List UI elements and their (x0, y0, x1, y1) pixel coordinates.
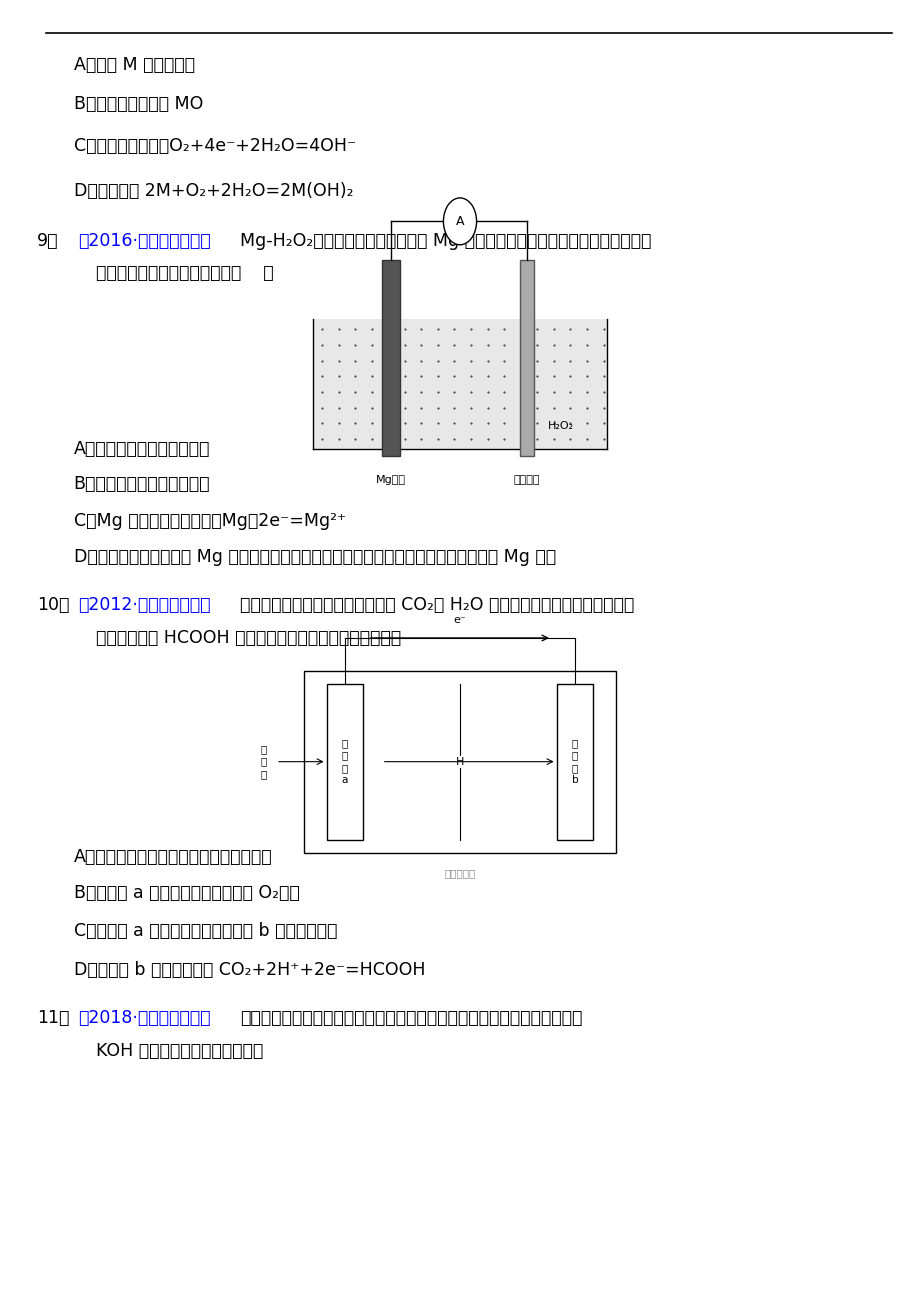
Text: KOH 浓溶液。下列说法错误的是: KOH 浓溶液。下列说法错误的是 (74, 1042, 263, 1060)
Text: 图如图。下列说法不正确的是（    ）: 图如图。下列说法不正确的是（ ） (74, 264, 273, 283)
Text: Mg-H₂O₂电池是一种化学电源，以 Mg 和石墨为电极，海水为电解质溶液，示意: Mg-H₂O₂电池是一种化学电源，以 Mg 和石墨为电极，海水为电解质溶液，示意 (239, 232, 651, 250)
Text: 催
化
剂
b: 催 化 剂 b (571, 738, 578, 785)
Text: 石墨电极: 石墨电极 (513, 475, 539, 486)
Bar (326, 684, 363, 840)
Bar (312, 319, 607, 449)
Circle shape (443, 198, 476, 245)
Text: 太
阳
光: 太 阳 光 (260, 745, 267, 779)
Text: （2016·浙江高考真题）: （2016·浙江高考真题） (78, 232, 210, 250)
Text: （2012·北京高考真题）: （2012·北京高考真题） (78, 596, 210, 615)
Text: A．该过程是将太阳能转化为化学能的过程: A．该过程是将太阳能转化为化学能的过程 (74, 848, 272, 866)
Text: H: H (455, 756, 464, 767)
Text: B．石墨电极上发生还原反应: B．石墨电极上发生还原反应 (74, 475, 210, 493)
Text: D．电池反应 2M+O₂+2H₂O=2M(OH)₂: D．电池反应 2M+O₂+2H₂O=2M(OH)₂ (74, 182, 353, 201)
Text: C．催化剂 a 附近酸性减弱，催化剂 b 附近酸性增强: C．催化剂 a 附近酸性减弱，催化剂 b 附近酸性增强 (74, 922, 336, 940)
Text: D．催化剂 b 表面的反应是 CO₂+2H⁺+2e⁻=HCOOH: D．催化剂 b 表面的反应是 CO₂+2H⁺+2e⁻=HCOOH (74, 961, 425, 979)
Text: A．石墨电极是该电池的正极: A．石墨电极是该电池的正极 (74, 440, 210, 458)
Text: Mg电极: Mg电极 (376, 475, 405, 486)
Text: A．金属 M 作电池负极: A．金属 M 作电池负极 (74, 56, 195, 74)
Text: （2018·海南高考真题）: （2018·海南高考真题） (78, 1009, 210, 1027)
Text: e⁻: e⁻ (453, 615, 466, 625)
Text: H₂O₂: H₂O₂ (547, 421, 573, 431)
Text: 质子交换膜: 质子交换膜 (444, 868, 475, 879)
Text: 11．: 11． (37, 1009, 69, 1027)
Text: 催
化
剂
a: 催 化 剂 a (342, 738, 347, 785)
Text: A: A (455, 215, 464, 228)
Text: 10．: 10． (37, 596, 69, 615)
Text: 人工光合作用能够借助太阳能，用 CO₂和 H₂O 制备化学原料。下图是通过人工: 人工光合作用能够借助太阳能，用 CO₂和 H₂O 制备化学原料。下图是通过人工 (239, 596, 633, 615)
Text: B．催化剂 a 表面发生氧化反应，有 O₂产生: B．催化剂 a 表面发生氧化反应，有 O₂产生 (74, 884, 299, 902)
Bar (381, 260, 400, 456)
Text: D．电池工作时，电子从 Mg 电极经导线流向石墨电极，再由石墨电极经电解质溶液流向 Mg 电极: D．电池工作时，电子从 Mg 电极经导线流向石墨电极，再由石墨电极经电解质溶液流… (74, 548, 555, 566)
Text: 9．: 9． (37, 232, 58, 250)
Bar (556, 684, 593, 840)
Bar (519, 260, 533, 456)
Text: C．正极的电极反应O₂+4e⁻+2H₂O=4OH⁻: C．正极的电极反应O₂+4e⁻+2H₂O=4OH⁻ (74, 137, 356, 155)
Text: B．电解质是熔融的 MO: B．电解质是熔融的 MO (74, 95, 203, 113)
Text: 一种镁氧电池如图所示，电极材料为金属镁和吸附氧气的活性炭，电解液为: 一种镁氧电池如图所示，电极材料为金属镁和吸附氧气的活性炭，电解液为 (239, 1009, 582, 1027)
Bar (303, 671, 616, 853)
Text: C．Mg 电极的电极反应式：Mg－2e⁻=Mg²⁺: C．Mg 电极的电极反应式：Mg－2e⁻=Mg²⁺ (74, 512, 346, 530)
Text: 光合作用制备 HCOOH 的原理示意图，下列说法不正确的是: 光合作用制备 HCOOH 的原理示意图，下列说法不正确的是 (74, 629, 401, 647)
